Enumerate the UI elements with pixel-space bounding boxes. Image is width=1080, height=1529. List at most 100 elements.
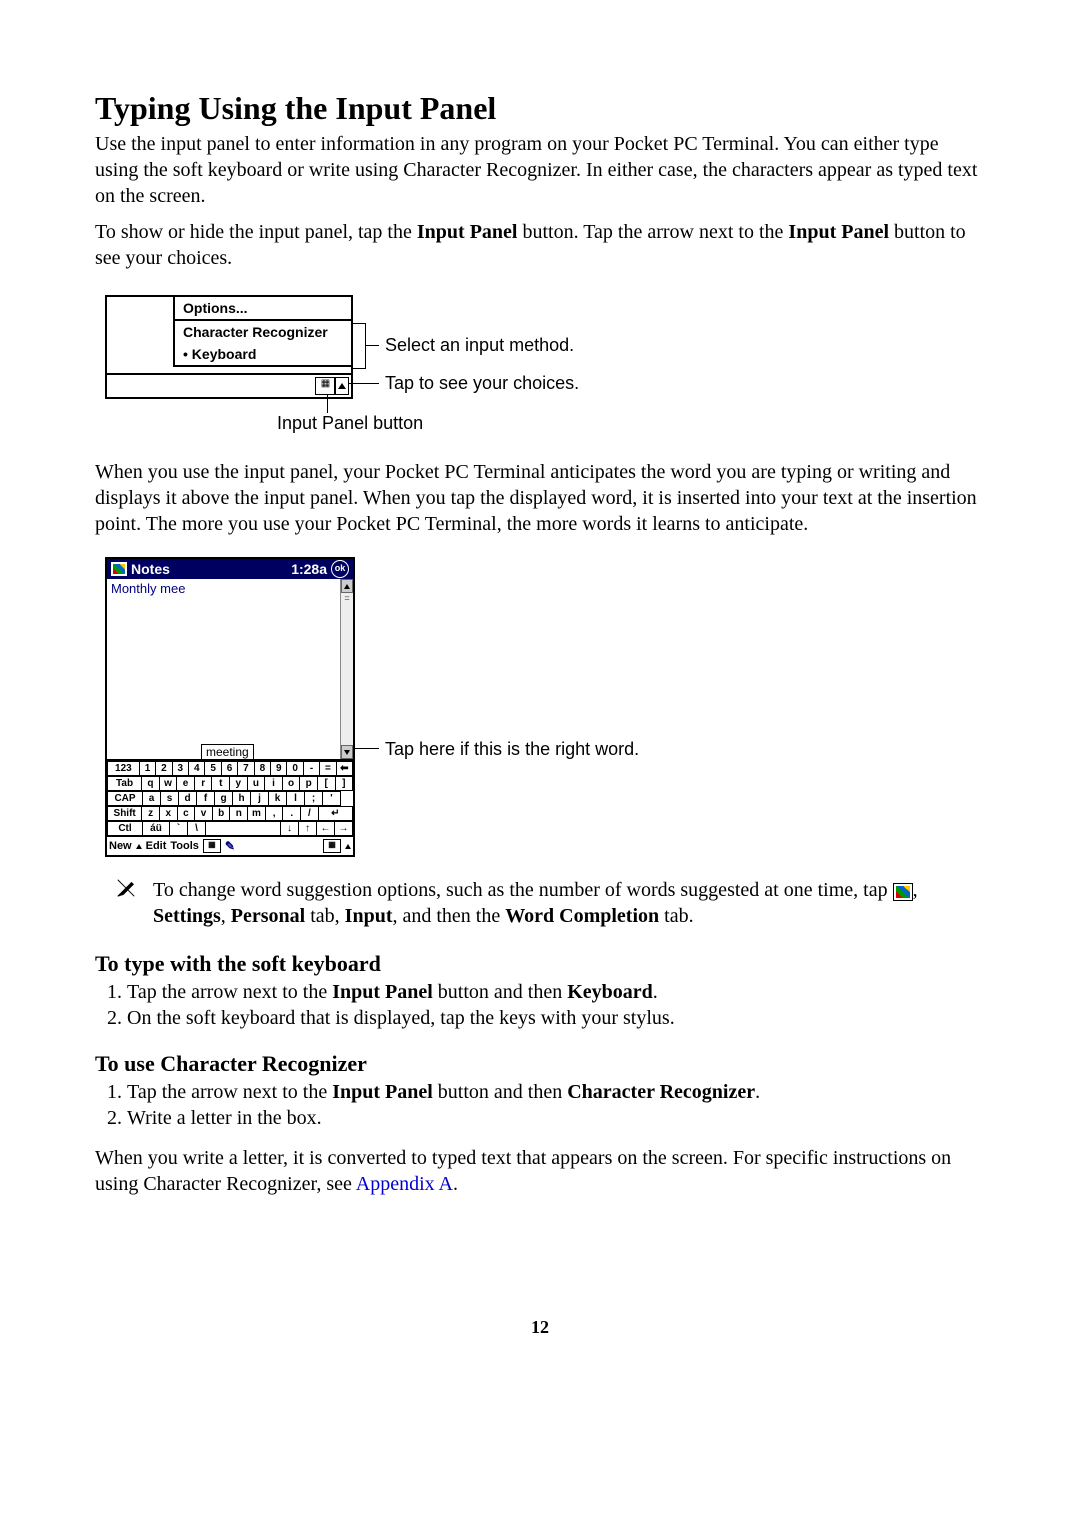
key[interactable]: 3 — [173, 761, 189, 776]
input-panel-icon[interactable]: ▦ — [323, 839, 341, 853]
key[interactable]: b — [213, 806, 231, 821]
key[interactable]: ] — [336, 776, 354, 791]
key[interactable]: Tab — [107, 776, 142, 791]
key[interactable]: ↓ — [281, 821, 299, 836]
key[interactable]: ⬅ — [337, 761, 353, 776]
key[interactable]: 6 — [222, 761, 238, 776]
key[interactable]: ↑ — [299, 821, 317, 836]
key[interactable]: x — [160, 806, 178, 821]
key[interactable]: 0 — [287, 761, 303, 776]
bold-input-panel: Input Panel — [332, 1081, 433, 1103]
edit-menu[interactable]: Edit — [146, 840, 167, 852]
key[interactable]: u — [248, 776, 266, 791]
key[interactable]: l — [287, 791, 305, 806]
key[interactable]: r — [195, 776, 213, 791]
key[interactable]: CAP — [107, 791, 143, 806]
key[interactable]: ← — [317, 821, 335, 836]
word-suggestion[interactable]: meeting — [201, 744, 254, 760]
key[interactable]: 4 — [189, 761, 205, 776]
key[interactable]: áü — [143, 821, 170, 836]
tools-menu[interactable]: Tools — [170, 840, 199, 852]
key[interactable]: z — [142, 806, 160, 821]
new-menu[interactable]: New — [109, 840, 132, 852]
key[interactable]: m — [248, 806, 266, 821]
menu-item-keyboard[interactable]: Keyboard — [175, 343, 351, 365]
bold-personal: Personal — [231, 905, 305, 927]
soft-keyboard[interactable]: 1231234567890-=⬅Tabqwertyuiop[]CAPasdfgh… — [107, 760, 353, 836]
bold-input-panel: Input Panel — [417, 221, 518, 243]
key[interactable]: 123 — [107, 761, 140, 776]
key[interactable]: 2 — [156, 761, 172, 776]
up-arrow-icon[interactable] — [136, 844, 142, 849]
menu-item-char-rec[interactable]: Character Recognizer — [175, 321, 351, 343]
key[interactable]: \ — [188, 821, 206, 836]
key[interactable]: = — [320, 761, 336, 776]
key[interactable]: q — [142, 776, 160, 791]
key[interactable] — [206, 821, 281, 836]
key[interactable]: t — [212, 776, 230, 791]
key[interactable]: a — [143, 791, 161, 806]
key[interactable]: y — [230, 776, 248, 791]
key[interactable]: g — [215, 791, 233, 806]
scroll-up[interactable] — [341, 579, 353, 593]
paragraph-closing: When you write a letter, it is converted… — [95, 1145, 985, 1197]
key[interactable]: s — [161, 791, 179, 806]
key[interactable]: f — [197, 791, 215, 806]
key[interactable]: j — [251, 791, 269, 806]
scroll-down[interactable] — [341, 745, 353, 759]
key[interactable]: → — [335, 821, 353, 836]
list-item: Tap the arrow next to the Input Panel bu… — [127, 979, 985, 1005]
key[interactable]: h — [233, 791, 251, 806]
input-panel-arrow[interactable] — [335, 377, 349, 395]
figure-input-panel-menu: ▦ Options... Character Recognizer Keyboa… — [105, 295, 985, 435]
key[interactable]: ; — [305, 791, 323, 806]
key[interactable]: 9 — [271, 761, 287, 776]
key[interactable]: o — [283, 776, 301, 791]
bold-char-rec: Character Recognizer — [567, 1081, 755, 1103]
key[interactable]: n — [230, 806, 248, 821]
input-panel-icon[interactable]: ▦ — [315, 377, 335, 395]
bold-input: Input — [345, 905, 393, 927]
key[interactable]: e — [177, 776, 195, 791]
key[interactable]: - — [304, 761, 320, 776]
key[interactable]: ' — [323, 791, 341, 806]
key[interactable]: 8 — [255, 761, 271, 776]
page-number: 12 — [95, 1317, 985, 1338]
up-arrow-icon[interactable] — [345, 844, 351, 849]
key[interactable]: v — [195, 806, 213, 821]
key[interactable]: Ctl — [107, 821, 143, 836]
key[interactable]: p — [300, 776, 318, 791]
key[interactable]: 7 — [238, 761, 254, 776]
key[interactable]: ↵ — [319, 806, 353, 821]
menu-item-options[interactable]: Options... — [175, 297, 351, 319]
link-appendix-a[interactable]: Appendix A — [356, 1173, 453, 1195]
key[interactable]: [ — [318, 776, 336, 791]
note-block: To change word suggestion options, such … — [115, 877, 985, 931]
pen-icon[interactable]: ✎ — [225, 839, 235, 853]
text: tab. — [659, 905, 693, 927]
start-flag-icon — [893, 883, 913, 901]
start-flag-icon[interactable] — [111, 562, 127, 576]
bold-input-panel: Input Panel — [332, 981, 433, 1003]
key[interactable]: / — [301, 806, 319, 821]
page-title: Typing Using the Input Panel — [95, 90, 985, 127]
note-body[interactable]: Monthly mee = meeting — [107, 579, 353, 760]
bold-word-completion: Word Completion — [505, 905, 659, 927]
key[interactable]: d — [179, 791, 197, 806]
key[interactable]: Shift — [107, 806, 142, 821]
key[interactable]: w — [160, 776, 178, 791]
scrollbar[interactable]: = — [340, 579, 353, 759]
pocketpc-window: Notes 1:28a ok Monthly mee = meeting 123… — [105, 557, 355, 857]
key[interactable]: c — [178, 806, 196, 821]
key[interactable]: 1 — [140, 761, 156, 776]
paragraph-anticipate: When you use the input panel, your Pocke… — [95, 459, 985, 537]
key[interactable]: i — [265, 776, 283, 791]
key[interactable]: ` — [170, 821, 188, 836]
ok-button[interactable]: ok — [331, 560, 349, 578]
key[interactable]: k — [269, 791, 287, 806]
text: , and then the — [392, 905, 505, 927]
key[interactable]: . — [283, 806, 301, 821]
rec-icon[interactable]: ▦ — [203, 839, 221, 853]
key[interactable]: 5 — [205, 761, 221, 776]
key[interactable]: , — [266, 806, 284, 821]
